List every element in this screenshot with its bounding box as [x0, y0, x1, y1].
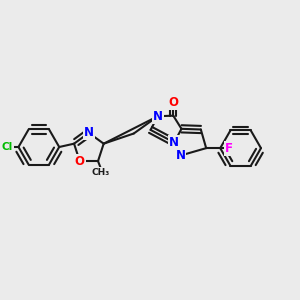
Text: O: O	[75, 154, 85, 168]
Text: F: F	[225, 142, 233, 154]
Text: CH₃: CH₃	[92, 168, 110, 177]
Text: N: N	[169, 136, 179, 149]
Text: O: O	[168, 96, 178, 109]
Text: N: N	[176, 149, 185, 162]
Text: N: N	[84, 126, 94, 140]
Text: Cl: Cl	[2, 142, 13, 152]
Text: N: N	[153, 110, 163, 123]
